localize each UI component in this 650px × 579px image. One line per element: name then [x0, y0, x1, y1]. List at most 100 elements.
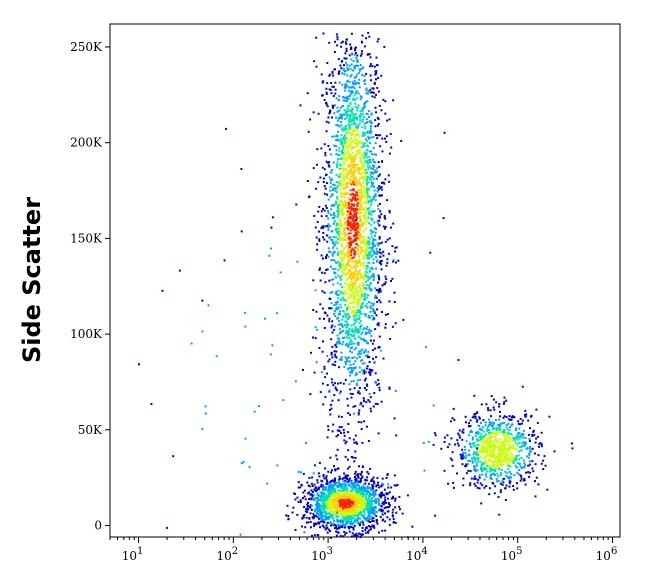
data-point	[370, 112, 373, 115]
data-point	[304, 510, 307, 513]
data-point	[355, 511, 358, 513]
data-point	[340, 266, 343, 269]
data-point	[325, 479, 328, 482]
data-point	[335, 350, 338, 353]
data-point	[346, 337, 349, 340]
data-point	[344, 320, 347, 323]
data-point	[361, 534, 364, 536]
data-point	[350, 160, 353, 163]
data-point	[520, 456, 523, 459]
data-point	[505, 416, 508, 419]
data-point	[512, 462, 515, 465]
data-point	[352, 334, 354, 337]
data-point	[348, 511, 351, 514]
data-point	[342, 214, 345, 216]
data-point	[468, 425, 471, 428]
data-point	[399, 508, 401, 511]
data-point	[331, 104, 334, 107]
data-point	[362, 107, 365, 110]
data-point	[486, 451, 489, 454]
data-point	[392, 521, 395, 524]
data-point	[372, 136, 375, 138]
data-point	[341, 208, 344, 211]
data-point	[361, 146, 364, 148]
data-point	[372, 349, 375, 352]
data-point	[316, 243, 319, 246]
data-point	[354, 231, 357, 234]
data-point	[332, 85, 335, 88]
data-point	[356, 278, 359, 281]
data-point	[370, 248, 373, 251]
data-point	[375, 289, 378, 292]
data-point	[344, 112, 347, 115]
data-point	[326, 480, 329, 483]
data-point	[364, 186, 367, 189]
data-point	[356, 109, 359, 112]
data-point	[402, 318, 405, 321]
data-point	[434, 514, 437, 517]
data-point	[311, 516, 314, 519]
data-point	[287, 515, 290, 517]
data-point	[358, 309, 361, 312]
data-point	[481, 429, 483, 432]
data-point	[334, 512, 337, 515]
data-point	[348, 505, 351, 508]
data-point	[356, 331, 359, 334]
data-point	[320, 210, 323, 213]
data-point	[358, 371, 361, 374]
data-point	[372, 158, 375, 161]
data-point	[350, 340, 353, 343]
data-point	[362, 328, 365, 331]
data-point	[369, 288, 372, 291]
data-point	[323, 291, 326, 294]
data-point	[350, 281, 353, 284]
data-point	[358, 86, 361, 89]
data-point	[333, 183, 336, 186]
data-point	[492, 448, 495, 451]
data-point	[356, 127, 359, 130]
data-point	[538, 442, 541, 445]
data-point	[494, 438, 497, 441]
data-point	[335, 435, 338, 438]
data-point	[355, 306, 358, 308]
data-point	[491, 428, 494, 431]
data-point	[366, 183, 368, 186]
data-point	[348, 139, 351, 142]
data-point	[370, 185, 372, 188]
data-point	[493, 466, 496, 469]
data-point	[333, 509, 336, 512]
data-point	[338, 232, 341, 235]
data-point	[345, 42, 348, 45]
data-point	[361, 475, 364, 478]
data-point	[360, 250, 363, 253]
data-point	[340, 137, 343, 140]
data-point	[495, 428, 498, 431]
data-point	[338, 219, 341, 222]
data-point	[351, 198, 354, 201]
data-point	[337, 210, 339, 213]
data-point	[499, 422, 502, 425]
data-point	[380, 188, 383, 191]
data-point	[353, 291, 355, 294]
data-point	[323, 485, 326, 488]
data-point	[362, 276, 365, 279]
data-point	[364, 206, 367, 209]
data-point	[343, 148, 346, 151]
data-point	[364, 333, 367, 336]
data-point	[380, 494, 383, 497]
data-point	[479, 436, 482, 439]
data-point	[379, 145, 382, 148]
data-point	[478, 476, 481, 479]
data-point	[358, 409, 361, 412]
data-point	[384, 520, 387, 523]
data-point	[366, 144, 369, 147]
data-point	[352, 189, 355, 192]
data-point	[379, 216, 381, 219]
data-point	[341, 167, 343, 170]
data-point	[497, 454, 499, 457]
data-point	[503, 439, 506, 442]
data-point	[347, 254, 350, 257]
data-point	[323, 272, 326, 275]
data-point	[465, 472, 468, 475]
data-point	[372, 91, 375, 94]
